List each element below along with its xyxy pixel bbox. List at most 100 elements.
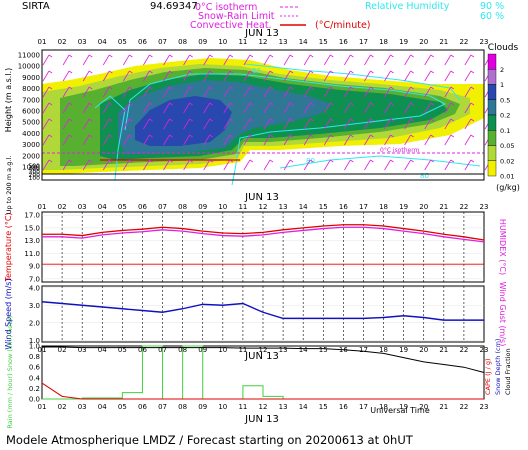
wind-barb-flag: [430, 102, 434, 106]
wind-barb: [143, 118, 150, 130]
wind-barb: [364, 54, 371, 66]
wind-barb: [203, 70, 211, 82]
cloud-scale-unit: (g/kg): [496, 183, 520, 192]
wind-barb-flag: [129, 159, 133, 163]
wind-barb: [344, 134, 351, 146]
hour-tick-label: 17: [359, 38, 368, 46]
precip-ytick-label: 0.2: [29, 385, 40, 393]
wind-panel: 4.0 3.0 2.0 1.0 Wind Speed (m/s) Wind Gust …: [4, 278, 507, 349]
cloud-scale-swatch: [487, 84, 497, 100]
hour-tick-label: 15: [319, 346, 328, 354]
wind-barb: [42, 118, 50, 130]
wind-barb-flag: [370, 102, 374, 106]
wind-barb-flag: [149, 134, 153, 138]
wind-barb: [243, 134, 251, 146]
wind-barb: [404, 134, 411, 146]
wind-barb: [223, 86, 231, 98]
wind-barb-flag: [68, 102, 73, 106]
wind-barb-flag: [129, 134, 133, 138]
cloud-scale-swatch: [487, 69, 497, 85]
wind-barb: [42, 86, 50, 98]
hour-tick-label: 17: [359, 403, 368, 411]
wind-barb: [123, 86, 130, 98]
wind-barb: [183, 102, 190, 114]
wind-barb: [223, 118, 231, 130]
wind-barb: [364, 118, 371, 130]
wind-barb-flag: [410, 102, 414, 106]
cloud-hour-labels: 01 02 03 04 05 06 07 08 09 10 11 12 13 14 15 16 17 18 19 20…: [38, 38, 489, 46]
wind-barb-flag: [470, 118, 475, 122]
wind-barb-flag: [269, 102, 274, 106]
wind-barb: [143, 86, 150, 98]
wind-barb: [444, 54, 452, 66]
cloud-scale-label: 0.05: [500, 142, 514, 150]
isotherm-legend-label: 0°C isotherm: [195, 2, 257, 13]
wind-barb: [323, 134, 331, 146]
hour-tick-label: 03: [78, 203, 87, 211]
wind-barb-flag: [350, 102, 354, 106]
wind-barb: [364, 102, 371, 114]
wind-barb: [62, 118, 70, 130]
wind-barb-flag: [330, 86, 334, 90]
wind-barb: [263, 54, 271, 66]
hour-tick-label: 03: [78, 346, 87, 354]
wind-barb-flag: [269, 54, 274, 58]
wind-barb-flag: [209, 134, 213, 138]
hour-tick-label: 21: [439, 403, 448, 411]
wind-barb: [163, 118, 170, 130]
wind-barb: [102, 102, 110, 114]
wind-barb: [82, 54, 90, 66]
wind-barb: [102, 54, 110, 66]
wind-barb-flag: [470, 102, 475, 106]
wind-barb-flag: [450, 86, 455, 90]
wind-barb-flag: [430, 70, 434, 74]
hour-tick-label: 13: [279, 203, 288, 211]
wind-barb: [364, 86, 371, 98]
hour-tick-label: 23: [480, 203, 489, 211]
rh-legend-label: Relative Humidity: [365, 1, 450, 12]
hour-tick-label: 21: [439, 203, 448, 211]
wind-barb-flag: [229, 134, 234, 138]
wind-barb-flag: [129, 86, 133, 90]
wind-barb: [344, 159, 351, 171]
wind-barb-flag: [189, 54, 193, 58]
temp-ylabel: Temperature (°C): [4, 212, 13, 282]
wind-barb-flag: [229, 159, 234, 163]
cape-series: [41, 382, 484, 400]
wind-barb: [42, 70, 50, 82]
wind-barb-flag: [309, 134, 314, 138]
station-name: SIRTA: [22, 1, 50, 12]
wind-barb-flag: [289, 86, 294, 90]
wind-barb: [143, 54, 150, 66]
wind-barb: [444, 159, 452, 171]
wind-barb: [62, 134, 70, 146]
cloud-band-020: [135, 96, 232, 146]
hour-tick-label: 01: [38, 403, 47, 411]
wind-barb: [143, 134, 150, 146]
wind-barb-flag: [350, 159, 354, 163]
wind-barb-flag: [309, 70, 314, 74]
wind-barb-flag: [430, 134, 434, 138]
wind-barb: [263, 102, 271, 114]
hour-tick-label: 06: [138, 203, 147, 211]
hour-tick-label: 08: [178, 203, 187, 211]
convective-legend: Convective Heat. (°C/minute): [190, 20, 371, 31]
hour-tick-label: 21: [439, 38, 448, 46]
humidex-ylabel: HUMIDEX (°C): [498, 219, 507, 275]
wind-barb: [163, 86, 170, 98]
wind-barb-flag: [350, 86, 354, 90]
cloud-scale-swatch: [487, 130, 497, 146]
cloud-scale-swatch: [487, 145, 497, 161]
rh-contour-label: 80: [420, 172, 429, 180]
hour-tick-label: 19: [399, 403, 408, 411]
hour-tick-label: 19: [399, 38, 408, 46]
wind-barb: [303, 134, 311, 146]
wind-barb-flag: [109, 134, 113, 138]
wind-barb: [223, 134, 231, 146]
cloud-ytick-label: 9000: [22, 74, 40, 82]
wind-barb: [424, 86, 432, 98]
wind-barb: [323, 102, 331, 114]
hour-tick-label: 04: [98, 346, 107, 354]
wind-barb: [344, 70, 351, 82]
wind-barb-flag: [390, 86, 394, 90]
